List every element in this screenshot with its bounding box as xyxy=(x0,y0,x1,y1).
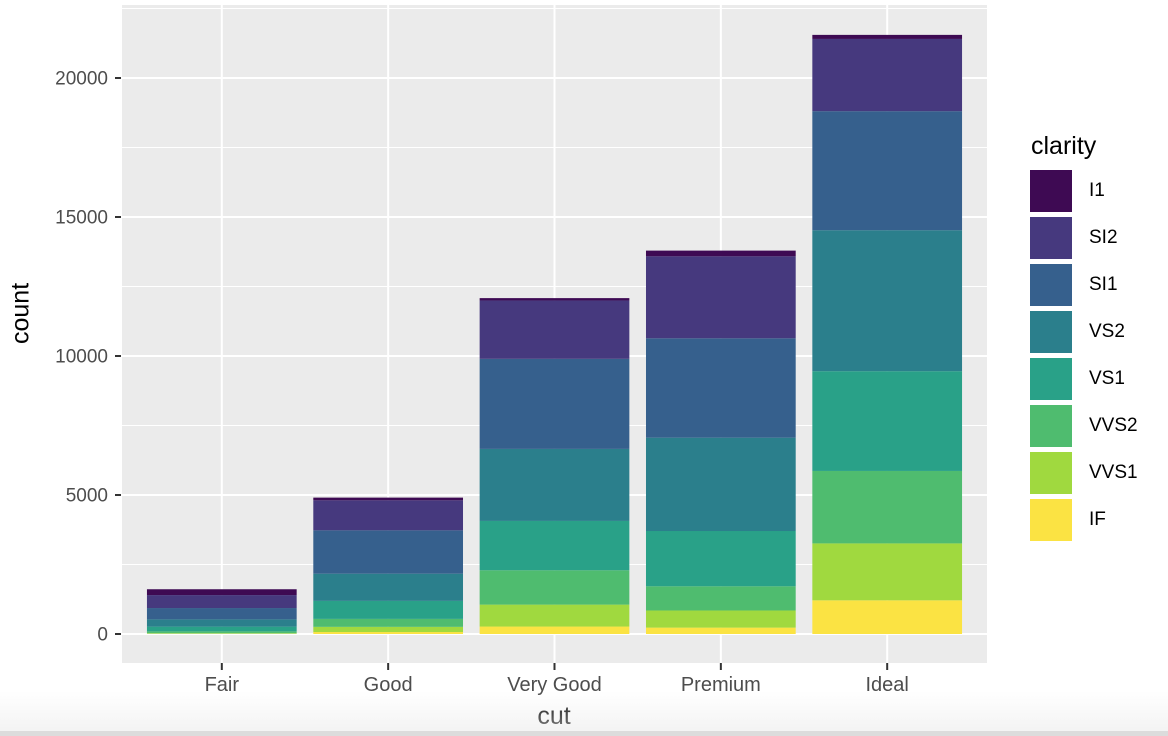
legend-label-I1: I1 xyxy=(1089,180,1105,201)
legend-key-VVS1 xyxy=(1030,452,1072,494)
bar-segment-Very-Good-VS1 xyxy=(479,520,630,571)
bar-segment-Very-Good-VS2 xyxy=(479,448,630,521)
bar-segment-Good-VVS1 xyxy=(313,626,464,633)
legend-key-SI2 xyxy=(1030,217,1072,259)
bar-segment-Ideal-SI1 xyxy=(812,111,963,231)
bar-segment-Premium-VVS2 xyxy=(645,586,796,611)
bar-segment-Fair-VVS2 xyxy=(146,631,297,634)
bar-segment-Ideal-VS2 xyxy=(812,230,963,372)
legend-label-VS2: VS2 xyxy=(1089,321,1125,342)
x-tick-label-Ideal: Ideal xyxy=(866,674,909,696)
legend-item-VVS1: VVS1 xyxy=(1030,452,1138,494)
legend-key-VS1 xyxy=(1030,358,1072,400)
bar-segment-Good-IF xyxy=(313,632,464,634)
bar-segment-Fair-VS2 xyxy=(146,619,297,627)
legend-item-VS1: VS1 xyxy=(1030,358,1138,400)
legend-key-IF xyxy=(1030,499,1072,541)
bottom-strip xyxy=(0,731,1168,736)
legend-item-VS2: VS2 xyxy=(1030,311,1138,353)
bar-segment-Ideal-VVS1 xyxy=(812,543,963,601)
legend-label-SI1: SI1 xyxy=(1089,274,1118,295)
y-tick-label-10000: 10000 xyxy=(55,347,108,368)
legend-label-VVS1: VVS1 xyxy=(1089,462,1138,483)
bar-segment-Ideal-I1 xyxy=(812,34,963,39)
legend-label-IF: IF xyxy=(1089,509,1106,530)
bar-segment-Ideal-VVS2 xyxy=(812,470,963,544)
legend-title: clarity xyxy=(1031,132,1097,160)
legend-key-I1 xyxy=(1030,170,1072,212)
bar-segment-Good-VVS2 xyxy=(313,618,464,627)
bar-segment-Premium-SI2 xyxy=(645,256,796,339)
legend-item-VVS2: VVS2 xyxy=(1030,405,1138,447)
bar-segment-Premium-SI1 xyxy=(645,338,796,438)
bar-segment-Very-Good-I1 xyxy=(479,298,630,301)
bar-segment-Premium-IF xyxy=(645,627,796,634)
legend-items: I1 SI2 SI1 VS2 VS1 VVS2 VVS1 IF xyxy=(1030,170,1138,541)
bar-segment-Good-VS2 xyxy=(313,573,464,601)
legend-item-IF: IF xyxy=(1030,499,1138,541)
legend-key-VS2 xyxy=(1030,311,1072,353)
x-tick-label-Fair: Fair xyxy=(205,674,240,696)
x-tick-label-Very-Good: Very Good xyxy=(507,674,602,696)
bar-segment-Very-Good-VVS2 xyxy=(479,570,630,605)
bar-segment-Fair-SI1 xyxy=(146,608,297,620)
legend-key-VVS2 xyxy=(1030,405,1072,447)
bar-segment-Good-I1 xyxy=(313,497,464,501)
legend: clarity I1 SI2 SI1 VS2 VS1 VVS2 VVS1 IF xyxy=(1030,132,1138,546)
y-tick-label-5000: 5000 xyxy=(66,486,108,507)
x-tick-label-Good: Good xyxy=(364,674,413,696)
y-axis-title: count xyxy=(6,282,35,344)
bar-segment-Good-SI2 xyxy=(313,500,464,531)
bar-segment-Good-SI1 xyxy=(313,530,464,574)
legend-item-SI2: SI2 xyxy=(1030,217,1138,259)
bar-segment-Very-Good-VVS1 xyxy=(479,604,630,627)
y-tick-label-20000: 20000 xyxy=(55,69,108,90)
x-tick-label-Premium: Premium xyxy=(681,674,761,696)
bar-segment-Ideal-VS1 xyxy=(812,371,963,471)
bar-segment-Premium-I1 xyxy=(645,250,796,257)
bar-segment-Very-Good-SI1 xyxy=(479,358,630,449)
legend-item-I1: I1 xyxy=(1030,170,1138,212)
bar-segment-Good-VS1 xyxy=(313,600,464,619)
legend-label-VS1: VS1 xyxy=(1089,368,1125,389)
bar-segment-Fair-VS1 xyxy=(146,626,297,632)
legend-key-SI1 xyxy=(1030,264,1072,306)
bar-segment-Ideal-SI2 xyxy=(812,38,963,112)
bar-segment-Fair-SI2 xyxy=(146,595,297,609)
legend-item-SI1: SI1 xyxy=(1030,264,1138,306)
bar-segment-Very-Good-IF xyxy=(479,626,630,634)
bar-segment-Premium-VS2 xyxy=(645,437,796,532)
bar-segment-Very-Good-SI2 xyxy=(479,300,630,359)
bar-segment-Ideal-IF xyxy=(812,600,963,634)
x-axis-title: cut xyxy=(537,702,571,730)
bar-segment-Fair-I1 xyxy=(146,589,297,596)
legend-label-SI2: SI2 xyxy=(1089,227,1118,248)
y-tick-label-15000: 15000 xyxy=(55,208,108,229)
bar-segment-Premium-VS1 xyxy=(645,531,796,587)
legend-label-VVS2: VVS2 xyxy=(1089,415,1138,436)
y-tick-label-0: 0 xyxy=(97,625,108,646)
bar-segment-Premium-VVS1 xyxy=(645,610,796,628)
